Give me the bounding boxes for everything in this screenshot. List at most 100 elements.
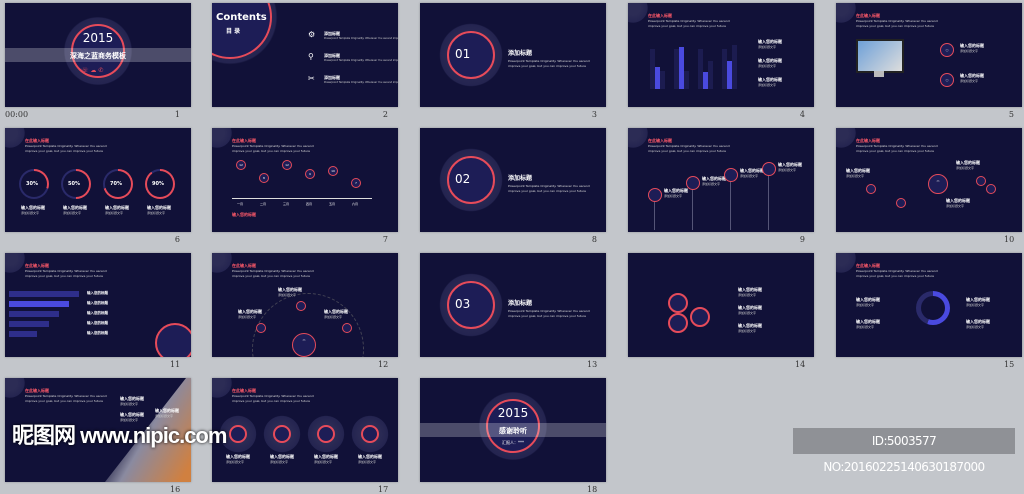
item-label: 输入您的标题 xyxy=(856,297,880,302)
slide-thumbnail-6[interactable]: 在此输入标题 Powerpoint Template Originality. W… xyxy=(5,128,191,232)
item-label: 输入您的标题 xyxy=(664,188,688,193)
icon xyxy=(342,323,352,333)
slide-thumbnail-11[interactable]: 在此输入标题 Powerpoint Template Originality. W… xyxy=(5,253,191,357)
slide-heading: 在此输入标题 xyxy=(232,263,256,268)
item-label: 输入您的标题 xyxy=(856,319,880,324)
slide-thumbnail-10[interactable]: 在此输入标题 Powerpoint Template Originality. W… xyxy=(836,128,1022,232)
item-text: 添加标题文字 xyxy=(956,166,975,170)
item-text: 添加标题文字 xyxy=(738,293,757,297)
icons: ☏ ☁ ✆ xyxy=(81,67,104,74)
slide-heading: 在此输入标题 xyxy=(648,138,672,143)
decor-flower xyxy=(5,378,27,400)
slide-thumbnail-13[interactable]: 03 添加标题 Powerpoint Template Originality. W… xyxy=(420,253,606,357)
slide-thumbnail-1[interactable]: 2015 深海之蓝商务模板 ☏ ☁ ✆ xyxy=(5,3,191,107)
slide-description: Powerpoint Template Originality. Whereve… xyxy=(232,144,314,153)
slide-heading: 在此输入标题 xyxy=(25,388,49,393)
item-text: 添加标题文字 xyxy=(63,211,82,215)
slide-thumbnail-3[interactable]: 01 添加标题 Powerpoint Template Originality. W… xyxy=(420,3,606,107)
month-label: 三月 xyxy=(283,202,290,206)
item-label: 输入您的标题 xyxy=(87,311,108,315)
progress-ring xyxy=(145,169,175,199)
slide-number: 1 xyxy=(174,110,180,119)
slide-heading: 在此输入标题 xyxy=(856,138,880,143)
title-band xyxy=(5,48,191,62)
emblem-ring xyxy=(71,24,125,78)
lock-icon: ▢ xyxy=(940,73,954,87)
contents-item: 添加标题 xyxy=(324,31,340,36)
contents-item: 添加标题 xyxy=(324,75,340,80)
item-label: 输入您的标题 xyxy=(738,305,762,310)
slide-heading: 在此输入标题 xyxy=(25,138,49,143)
item-label: 输入您的标题 xyxy=(314,454,338,459)
item-label: 输入您的标题 xyxy=(778,162,802,167)
item-label: 输入您的标题 xyxy=(738,323,762,328)
emblem-ring xyxy=(229,425,247,443)
slide-number: 18 xyxy=(587,485,598,494)
lock-icon: ▢ xyxy=(940,43,954,57)
device-icon xyxy=(976,176,986,186)
item-label: 输入您的标题 xyxy=(120,412,144,417)
slide-number: 5 xyxy=(1008,110,1014,119)
decor-flower xyxy=(628,3,650,25)
item-text: 添加标题文字 xyxy=(738,329,757,333)
slide-thumbnail-8[interactable]: 02 添加标题 Powerpoint Template Originality. W… xyxy=(420,128,606,232)
contents-item-desc: Powerpoint Template Originality. Whereve… xyxy=(324,81,398,84)
section-number: 03 xyxy=(455,297,471,311)
item-label: 输入您的标题 xyxy=(120,396,144,401)
item-label: 输入您的标题 xyxy=(758,77,782,82)
slide-description: Powerpoint Template Originality. Whereve… xyxy=(856,144,938,153)
contents-item-desc: Powerpoint Template Originality. Whereve… xyxy=(324,59,398,62)
image-id-label: ID:5003577 NO:20160225140630187000 xyxy=(793,428,1015,474)
slide-description: Powerpoint Template Originality. Whereve… xyxy=(856,269,938,278)
item-label: 输入您的标题 xyxy=(846,168,870,173)
slide-thumbnail-4[interactable]: 在此输入标题 Powerpoint Template Originality. W… xyxy=(628,3,814,107)
item-text: 添加标题文字 xyxy=(120,402,139,406)
data-point: 7 xyxy=(351,178,361,188)
year: 2015 xyxy=(82,31,114,45)
slide-thumbnail-2[interactable]: Contents 目 录 ⚙ 添加标题 Powerpoint Template Orig… xyxy=(212,3,398,107)
section-title: 添加标题 xyxy=(508,300,533,307)
slide-number: 9 xyxy=(799,235,805,244)
item-text: 添加标题文字 xyxy=(226,460,245,464)
slide-thumbnail-12[interactable]: 在此输入标题 Powerpoint Template Originality. W… xyxy=(212,253,398,357)
item-text: 添加标题文字 xyxy=(856,325,875,329)
item-label: 输入您的标题 xyxy=(238,309,262,314)
section-number: 02 xyxy=(455,172,471,186)
slide-heading: 在此输入标题 xyxy=(25,263,49,268)
item-text: 添加标题文字 xyxy=(758,45,777,49)
bar-bg xyxy=(722,49,727,89)
slide-number: 14 xyxy=(795,360,806,369)
slide-description: Powerpoint Template Originality. Whereve… xyxy=(232,394,314,403)
slide-thumbnail-18[interactable]: 2015 感谢聆听 汇报人：*** xyxy=(420,378,606,482)
tools-icon: ✂ xyxy=(308,74,315,83)
item-text: 添加标题文字 xyxy=(740,174,759,178)
slide-thumbnail-14[interactable]: 输入您的标题 添加标题文字 输入您的标题 添加标题文字 输入您的标题 添加标题文字 xyxy=(628,253,814,357)
decor-flower xyxy=(5,253,27,275)
item-text: 添加标题文字 xyxy=(738,311,757,315)
item-label: 输入您的标题 xyxy=(21,205,45,210)
slide-thumbnail-17[interactable]: 在此输入标题 Powerpoint Template Originality. W… xyxy=(212,378,398,482)
slide-thumbnail-9[interactable]: 在此输入标题 Powerpoint Template Originality. W… xyxy=(628,128,814,232)
data-point: 8 xyxy=(259,173,269,183)
item-text: 添加标题文字 xyxy=(238,315,257,319)
h-bar xyxy=(9,331,37,337)
slide-thumbnail-7[interactable]: 在此输入标题 Powerpoint Template Originality. W… xyxy=(212,128,398,232)
data-point: 12 xyxy=(236,160,246,170)
slide-title: 深海之蓝商务模板 xyxy=(70,52,126,60)
section-desc: Powerpoint Template Originality. Whereve… xyxy=(508,59,590,68)
month-label: 二月 xyxy=(260,202,267,206)
slide-thumbnail-5[interactable]: 在此输入标题 Powerpoint Template Originality. W… xyxy=(836,3,1022,107)
slide-thumbnail-15[interactable]: 在此输入标题 Powerpoint Template Originality. W… xyxy=(836,253,1022,357)
slide-description: Powerpoint Template Originality. Whereve… xyxy=(25,144,107,153)
item-label: 输入您的标题 xyxy=(758,58,782,63)
slide-number: 6 xyxy=(174,235,180,244)
circle xyxy=(668,313,688,333)
slide-heading: 在此输入标题 xyxy=(648,13,672,18)
item-text: 添加标题文字 xyxy=(278,293,297,297)
item-text: 添加标题文字 xyxy=(758,64,777,68)
slide-number: 16 xyxy=(170,485,181,494)
key-icon: ⚲ xyxy=(308,52,314,61)
bar-bg xyxy=(660,71,665,89)
h-bar xyxy=(9,321,49,327)
item-text: 添加标题文字 xyxy=(324,315,343,319)
